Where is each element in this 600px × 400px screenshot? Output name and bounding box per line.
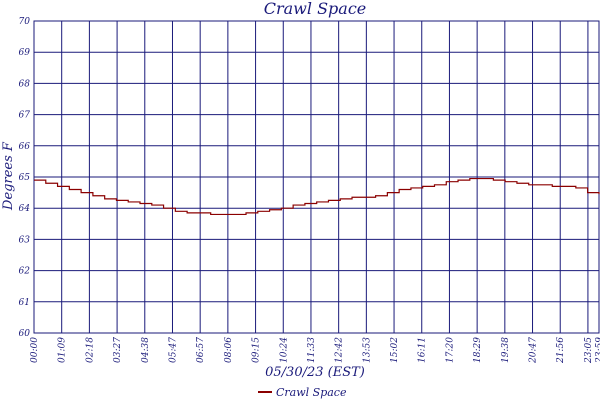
y-tick-labels: 60 61 62 63 64 65 66 67 68 69 70 (19, 17, 31, 339)
x-tick-label: 16:11 (418, 337, 428, 363)
y-tick-label: 65 (19, 173, 31, 183)
x-tick-label: 11:33 (307, 337, 317, 363)
y-tick-label: 63 (19, 235, 31, 245)
y-tick-label: 67 (19, 111, 31, 121)
x-tick-label: 04:38 (141, 337, 151, 363)
x-tick-label: 05:47 (168, 337, 178, 363)
x-tick-label: 20:47 (529, 337, 539, 364)
x-tick-label: 23:05 (584, 337, 594, 364)
x-tick-label: 00:00 (30, 337, 40, 363)
x-tick-label: 08:06 (224, 337, 234, 363)
x-tick-label: 13:53 (362, 337, 372, 363)
x-tick-labels: 00:00 01:09 02:18 03:27 04:38 05:47 06:57 08:06… (30, 337, 600, 364)
y-tick-label: 70 (19, 17, 31, 27)
y-tick-label: 61 (19, 298, 30, 308)
y-tick-label: 66 (19, 142, 31, 152)
grid-lines (33, 20, 600, 334)
x-tick-label: 03:27 (113, 337, 123, 363)
x-tick-label: 23:59 (595, 337, 600, 364)
chart-title: Crawl Space (264, 0, 367, 18)
x-tick-label: 01:09 (58, 337, 68, 363)
x-tick-label: 02:18 (85, 337, 95, 363)
y-axis-label: Degrees F (1, 141, 16, 211)
x-tick-label: 17:20 (445, 337, 455, 363)
x-tick-label: 19:38 (501, 337, 511, 363)
legend: Crawl Space (258, 386, 347, 399)
legend-label-crawl-space: Crawl Space (276, 386, 347, 399)
x-tick-label: 21:56 (556, 337, 566, 364)
x-tick-label: 15:02 (390, 337, 400, 363)
y-tick-label: 62 (19, 267, 31, 277)
x-tick-label: 12:42 (335, 337, 345, 363)
y-tick-label: 60 (19, 329, 31, 339)
y-tick-label: 64 (19, 204, 31, 214)
x-tick-label: 09:15 (252, 337, 262, 363)
x-tick-label: 06:57 (196, 337, 206, 363)
x-tick-label: 10:24 (279, 337, 289, 363)
y-tick-label: 69 (19, 48, 31, 58)
series-layer (34, 177, 600, 216)
x-tick-label: 18:29 (473, 337, 483, 363)
series-line-crawl-space (34, 177, 600, 216)
x-axis-label: 05/30/23 (EST) (265, 365, 365, 380)
y-tick-label: 68 (19, 79, 31, 89)
